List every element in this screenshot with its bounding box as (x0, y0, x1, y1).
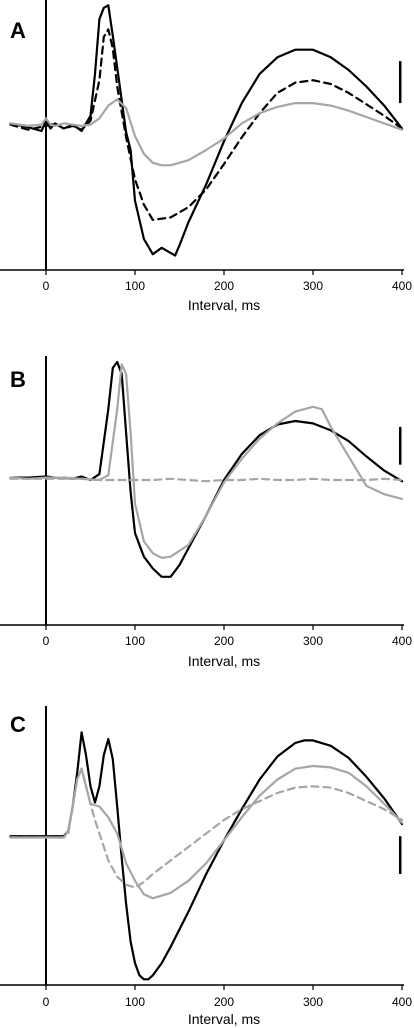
panel-a-series-3-line (9, 98, 404, 167)
panel-a-xlabel: Interval, ms (188, 297, 260, 313)
panel-b-tick-300: 300 (303, 634, 323, 648)
panel-c-tick-400: 400 (392, 995, 412, 1009)
panel-b-series-2-line (9, 363, 404, 559)
panel-a-tick-100: 100 (125, 279, 145, 293)
panel-b-plot (0, 356, 404, 630)
panel-b-tick-0: 0 (43, 634, 50, 648)
panel-a-tick-0: 0 (43, 279, 50, 293)
panel-b-tick-400: 400 (392, 634, 412, 648)
panel-a-plot (0, 0, 404, 275)
panel-c-plot (0, 706, 404, 990)
panel-c-tick-300: 300 (303, 995, 323, 1009)
panel-a-letter: A (10, 18, 26, 43)
panel-b-xlabel: Interval, ms (188, 653, 260, 669)
panel-c-tick-0: 0 (43, 995, 50, 1009)
panel-b-letter: B (10, 367, 26, 392)
panel-c-letter: C (10, 712, 26, 737)
panel-c-xlabel: Interval, ms (188, 1011, 260, 1027)
panel-a: A 0 100 200 300 400 Interval, ms (0, 0, 412, 313)
panel-b-tick-200: 200 (214, 634, 234, 648)
panel-a-series-1-line (9, 4, 404, 257)
panel-c-series-1-line (9, 731, 404, 981)
panel-b-series-1-line (9, 360, 404, 578)
panel-c-tick-200: 200 (214, 995, 234, 1009)
panel-b: B 0 100 200 300 400 Interval, ms (0, 356, 412, 669)
panel-a-tick-200: 200 (214, 279, 234, 293)
panel-b-tick-100: 100 (125, 634, 145, 648)
panel-c: C 0 100 200 300 400 Interval, ms (0, 706, 412, 1027)
panel-c-series-3-line (9, 767, 404, 889)
panel-a-tick-400: 400 (392, 279, 412, 293)
panel-a-tick-300: 300 (303, 279, 323, 293)
panel-b-series-3-line (9, 477, 404, 483)
panel-a-series-2-line (9, 28, 404, 221)
panel-c-tick-100: 100 (125, 995, 145, 1009)
